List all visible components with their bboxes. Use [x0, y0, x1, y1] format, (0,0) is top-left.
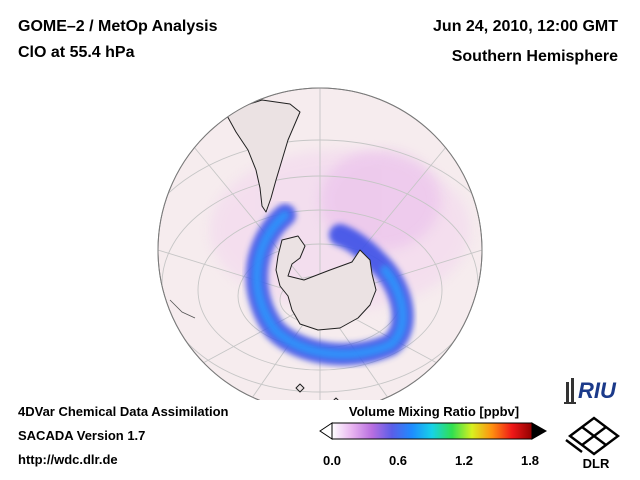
- globe-map: [157, 87, 483, 400]
- map-region: Southern Hemisphere: [451, 48, 618, 65]
- riu-logo: RIU: [564, 378, 617, 404]
- colorbar-title: Volume Mixing Ratio [ppbv]: [348, 404, 520, 419]
- map-date: Jun 24, 2010, 12:00 GMT: [433, 18, 618, 35]
- colorbar-arrow-left: [319, 422, 333, 440]
- globe-outline: [157, 87, 483, 400]
- colorbar-tick-1: 0.6: [388, 453, 408, 468]
- dlr-logo-text: DLR: [583, 456, 610, 470]
- colorbar-tick-2: 1.2: [454, 453, 474, 468]
- colorbar-gradient: [331, 422, 533, 440]
- footer-url: http://wdc.dlr.de: [18, 452, 118, 467]
- clo-haze-outer: [320, 150, 440, 250]
- footer-method: 4DVar Chemical Data Assimilation: [18, 404, 229, 419]
- colorbar-tick-3: 1.8: [520, 453, 540, 468]
- colorbar-arrow-right: [531, 422, 548, 440]
- riu-logo-mark: [564, 378, 576, 404]
- colorbar-tick-0: 0.0: [322, 453, 342, 468]
- map-subtitle: ClO at 55.4 hPa: [18, 44, 135, 61]
- footer-system: SACADA Version 1.7: [18, 428, 146, 443]
- dlr-logo: DLR: [565, 416, 620, 470]
- coastlines: [224, 99, 377, 400]
- clo-vortex-ring: [245, 204, 414, 366]
- map-title: GOME–2 / MetOp Analysis: [18, 18, 218, 35]
- colorbar: [319, 422, 548, 440]
- riu-logo-text: RIU: [578, 378, 617, 403]
- dlr-logo-mark: [565, 416, 620, 456]
